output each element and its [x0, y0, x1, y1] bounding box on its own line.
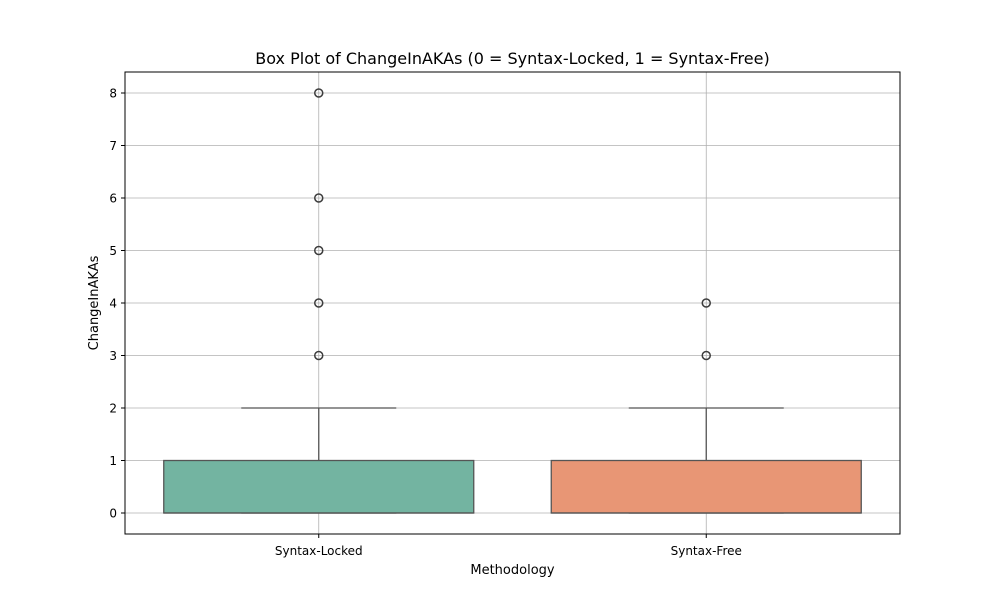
- box-syntax-free: [550, 298, 862, 514]
- outlier-point: [314, 245, 324, 256]
- outlier-point: [701, 350, 711, 361]
- y-tick-label: 0: [109, 507, 117, 521]
- outlier-point: [314, 88, 324, 98]
- outlier-point: [701, 298, 711, 308]
- outlier-point: [314, 298, 324, 308]
- y-tick-label: 8: [109, 87, 117, 101]
- y-tick-label: 3: [109, 349, 117, 363]
- x-tick-label: Syntax-Locked: [275, 544, 363, 558]
- y-axis-ticks: 0 1 2 3 4 5 6 7 8: [109, 87, 125, 521]
- box-body: [163, 459, 475, 514]
- box-body: [550, 459, 862, 514]
- y-tick-label: 5: [109, 244, 117, 258]
- x-tick-label: Syntax-Free: [671, 544, 742, 558]
- y-tick-label: 4: [109, 297, 117, 311]
- outlier-point: [314, 193, 324, 203]
- y-tick-label: 2: [109, 402, 117, 416]
- y-axis-label: ChangeInAKAs: [87, 255, 102, 350]
- boxes-layer: [163, 88, 862, 514]
- x-axis-label: Methodology: [470, 563, 555, 578]
- x-axis-ticks: Syntax-Locked Syntax-Free: [275, 534, 742, 558]
- y-tick-label: 6: [109, 192, 117, 206]
- box-syntax-locked: [163, 88, 475, 514]
- y-tick-label: 7: [109, 139, 117, 153]
- chart-title: Box Plot of ChangeInAKAs (0 = Syntax-Loc…: [255, 49, 769, 68]
- y-tick-label: 1: [109, 454, 117, 468]
- outlier-point: [314, 350, 324, 361]
